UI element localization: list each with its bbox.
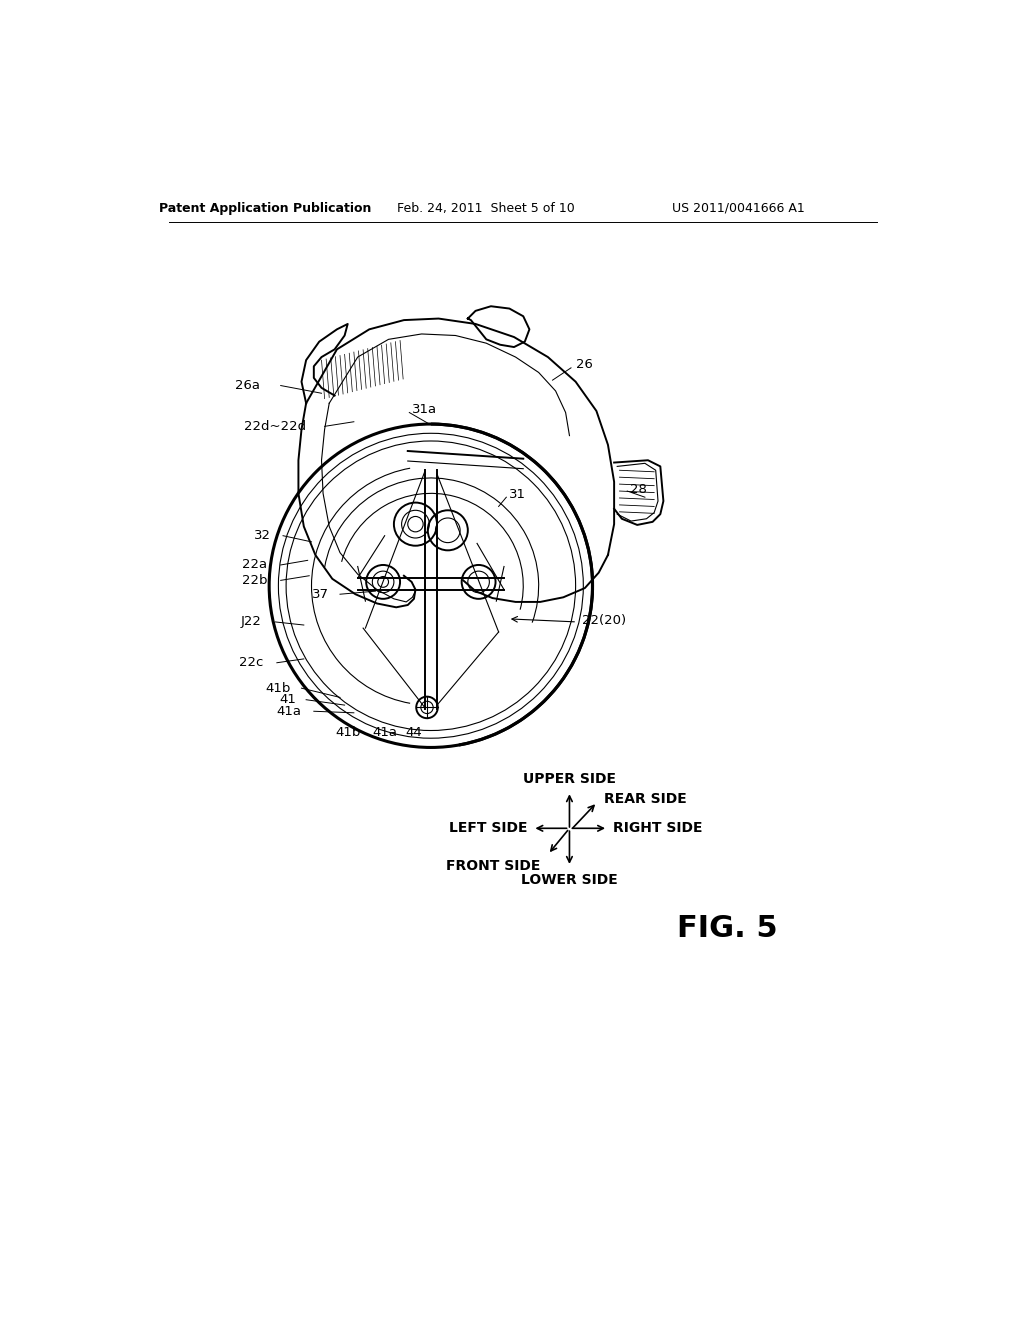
Text: 22(20): 22(20) bbox=[582, 614, 626, 627]
Text: 31: 31 bbox=[509, 488, 526, 502]
Text: 28: 28 bbox=[630, 483, 646, 496]
Text: 44: 44 bbox=[406, 726, 422, 739]
Text: 41b: 41b bbox=[265, 681, 291, 694]
Text: 41: 41 bbox=[280, 693, 296, 706]
Text: 37: 37 bbox=[312, 587, 330, 601]
Text: 22b: 22b bbox=[242, 574, 267, 587]
Text: 31a: 31a bbox=[412, 403, 436, 416]
Text: 26: 26 bbox=[575, 358, 593, 371]
Text: LOWER SIDE: LOWER SIDE bbox=[521, 873, 617, 887]
Text: UPPER SIDE: UPPER SIDE bbox=[523, 772, 616, 785]
Text: 26a: 26a bbox=[234, 379, 260, 392]
Text: 22a: 22a bbox=[243, 558, 267, 572]
Text: RIGHT SIDE: RIGHT SIDE bbox=[612, 821, 702, 836]
Text: FIG. 5: FIG. 5 bbox=[677, 913, 778, 942]
Text: 32: 32 bbox=[254, 529, 270, 543]
Text: FRONT SIDE: FRONT SIDE bbox=[445, 859, 541, 873]
Text: Patent Application Publication: Patent Application Publication bbox=[159, 202, 372, 215]
Text: Feb. 24, 2011  Sheet 5 of 10: Feb. 24, 2011 Sheet 5 of 10 bbox=[397, 202, 575, 215]
Text: 22c: 22c bbox=[239, 656, 263, 669]
Text: REAR SIDE: REAR SIDE bbox=[604, 792, 687, 807]
Text: 41a: 41a bbox=[372, 726, 397, 739]
Text: 41b: 41b bbox=[335, 726, 360, 739]
Text: 22d~22d: 22d~22d bbox=[244, 420, 306, 433]
Text: LEFT SIDE: LEFT SIDE bbox=[450, 821, 528, 836]
Text: J22: J22 bbox=[241, 615, 261, 628]
Text: US 2011/0041666 A1: US 2011/0041666 A1 bbox=[673, 202, 805, 215]
Text: 41a: 41a bbox=[276, 705, 301, 718]
